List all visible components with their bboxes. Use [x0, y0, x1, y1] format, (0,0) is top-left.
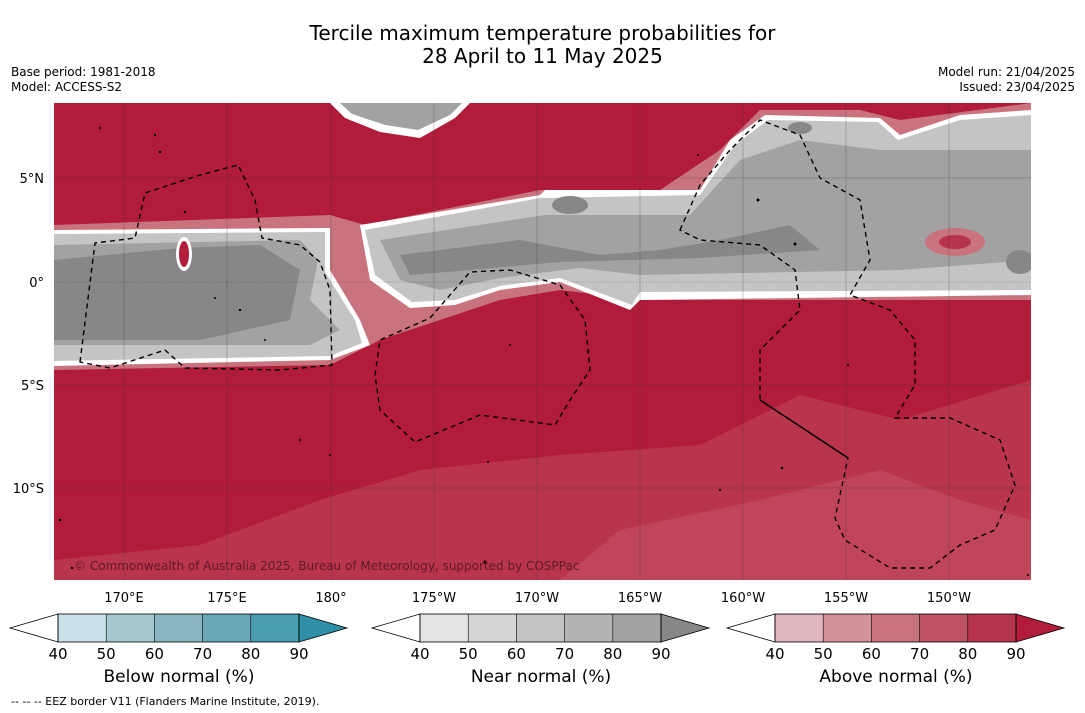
near-normal-90-west — [54, 245, 300, 340]
near-normal-90-cell-c — [1006, 250, 1031, 274]
colorbar-tick-label: 70 — [555, 645, 574, 663]
eez-footnote: -- -- -- EEZ border V11 (Flanders Marine… — [11, 695, 320, 708]
model-run-date: Model run: 21/04/2025 — [937, 65, 1075, 79]
island-markers — [58, 127, 1029, 576]
colorbar-high-extension — [660, 613, 711, 643]
issued-date: Issued: 23/04/2025 — [959, 80, 1075, 94]
map-title-line1: Tercile maximum temperature probabilitie… — [309, 21, 776, 45]
colorbar-label-near-normal: Near normal (%) — [470, 667, 612, 687]
isolated-above-normal-patch — [179, 241, 189, 267]
longitude-labels: 170°E 175°E 180° 175°W 170°W 165°W 160°W… — [104, 591, 971, 606]
colorbar-segment — [516, 614, 565, 642]
colorbar-tick-label: 60 — [507, 645, 526, 663]
map-title-line2: 28 April to 11 May 2025 — [422, 44, 663, 68]
lat-tick-5s: 5°S — [21, 379, 44, 394]
colorbar-segment — [967, 614, 1017, 642]
colorbar-tick-label: 80 — [603, 645, 622, 663]
colorbar-segment — [919, 614, 969, 642]
colorbar-high-extension — [298, 613, 349, 643]
colorbar-tick-label: 90 — [651, 645, 670, 663]
colorbar-tick-label: 70 — [193, 645, 212, 663]
eez-border-west — [79, 164, 333, 371]
colorbar-low-extension — [370, 613, 421, 643]
colorbar-segment — [106, 614, 155, 642]
copyright-notice: © Commonwealth of Australia 2025, Bureau… — [74, 559, 579, 573]
colorbar-segment — [775, 614, 824, 642]
colorbar-segment — [612, 614, 662, 642]
lon-tick-160w: 160°W — [721, 591, 765, 606]
colorbar-tick-label: 80 — [241, 645, 260, 663]
model-name: Model: ACCESS-S2 — [11, 80, 123, 94]
colorbar-segment — [154, 614, 203, 642]
lon-tick-170w: 170°W — [515, 591, 559, 606]
colorbar-segment — [202, 614, 252, 642]
colorbar-label-above-normal: Above normal (%) — [819, 667, 973, 687]
colorbar-low-extension — [8, 613, 59, 643]
colorbar-tick-label: 50 — [97, 645, 116, 663]
lon-tick-165w: 165°W — [618, 591, 662, 606]
colorbar-near-normal: 40 50 60 70 80 90 — [370, 613, 711, 663]
colorbar-tick-label: 50 — [459, 645, 478, 663]
lon-tick-155w: 155°W — [824, 591, 868, 606]
colorbar-tick-label: 40 — [410, 645, 429, 663]
near-normal-90-cell-b — [788, 122, 812, 134]
eez-border-east — [679, 119, 1016, 569]
lat-tick-10s: 10°S — [13, 482, 44, 497]
colorbar-high-extension — [1015, 613, 1066, 643]
near-normal-patch-north — [340, 103, 462, 130]
colorbar-tick-label: 50 — [814, 645, 833, 663]
colorbar-tick-label: 80 — [958, 645, 977, 663]
colorbar-tick-label: 40 — [48, 645, 67, 663]
above-normal-cell-core — [939, 235, 971, 249]
lon-tick-150w: 150°W — [927, 591, 971, 606]
colorbar-above-normal: 40 50 60 70 80 90 — [725, 613, 1066, 663]
lon-tick-175w: 175°W — [412, 591, 456, 606]
colorbar-label-below-normal: Below normal (%) — [103, 667, 255, 687]
lat-tick-0: 0° — [29, 276, 44, 291]
colorbar-tick-label: 40 — [765, 645, 784, 663]
eez-border-central — [374, 269, 591, 443]
colorbar-segment — [564, 614, 614, 642]
colorbar-segment — [420, 614, 469, 642]
colorbar-segment — [871, 614, 920, 642]
colorbar-segment — [468, 614, 517, 642]
lat-tick-5n: 5°N — [20, 172, 45, 187]
colorbar-group: 40 50 60 70 80 90 40 50 60 70 80 90 40 50 60 70 80 90 — [8, 613, 1066, 663]
colorbar-segment — [250, 614, 300, 642]
probability-field — [54, 103, 1031, 580]
colorbar-segment — [58, 614, 107, 642]
colorbar-tick-label: 60 — [145, 645, 164, 663]
colorbar-low-extension — [725, 613, 776, 643]
near-normal-90-cell-a — [552, 196, 588, 214]
colorbar-tick-label: 60 — [862, 645, 881, 663]
lon-tick-170e: 170°E — [104, 591, 144, 606]
colorbar-tick-label: 90 — [289, 645, 308, 663]
lon-tick-180: 180° — [315, 591, 346, 606]
eez-border-solid-segment — [759, 399, 849, 459]
colorbar-segment — [823, 614, 872, 642]
eez-borders — [79, 119, 1016, 569]
lon-tick-175e: 175°E — [207, 591, 247, 606]
colorbar-below-normal: 40 50 60 70 80 90 — [8, 613, 349, 663]
colorbar-tick-label: 90 — [1006, 645, 1025, 663]
latitude-labels: 5°N 0° 5°S 10°S — [13, 172, 44, 497]
map-graticule — [54, 103, 1031, 580]
base-period: Base period: 1981-2018 — [11, 65, 156, 79]
above-normal-60-band — [560, 470, 1031, 580]
colorbar-tick-label: 70 — [910, 645, 929, 663]
near-normal-90-east — [400, 225, 820, 275]
